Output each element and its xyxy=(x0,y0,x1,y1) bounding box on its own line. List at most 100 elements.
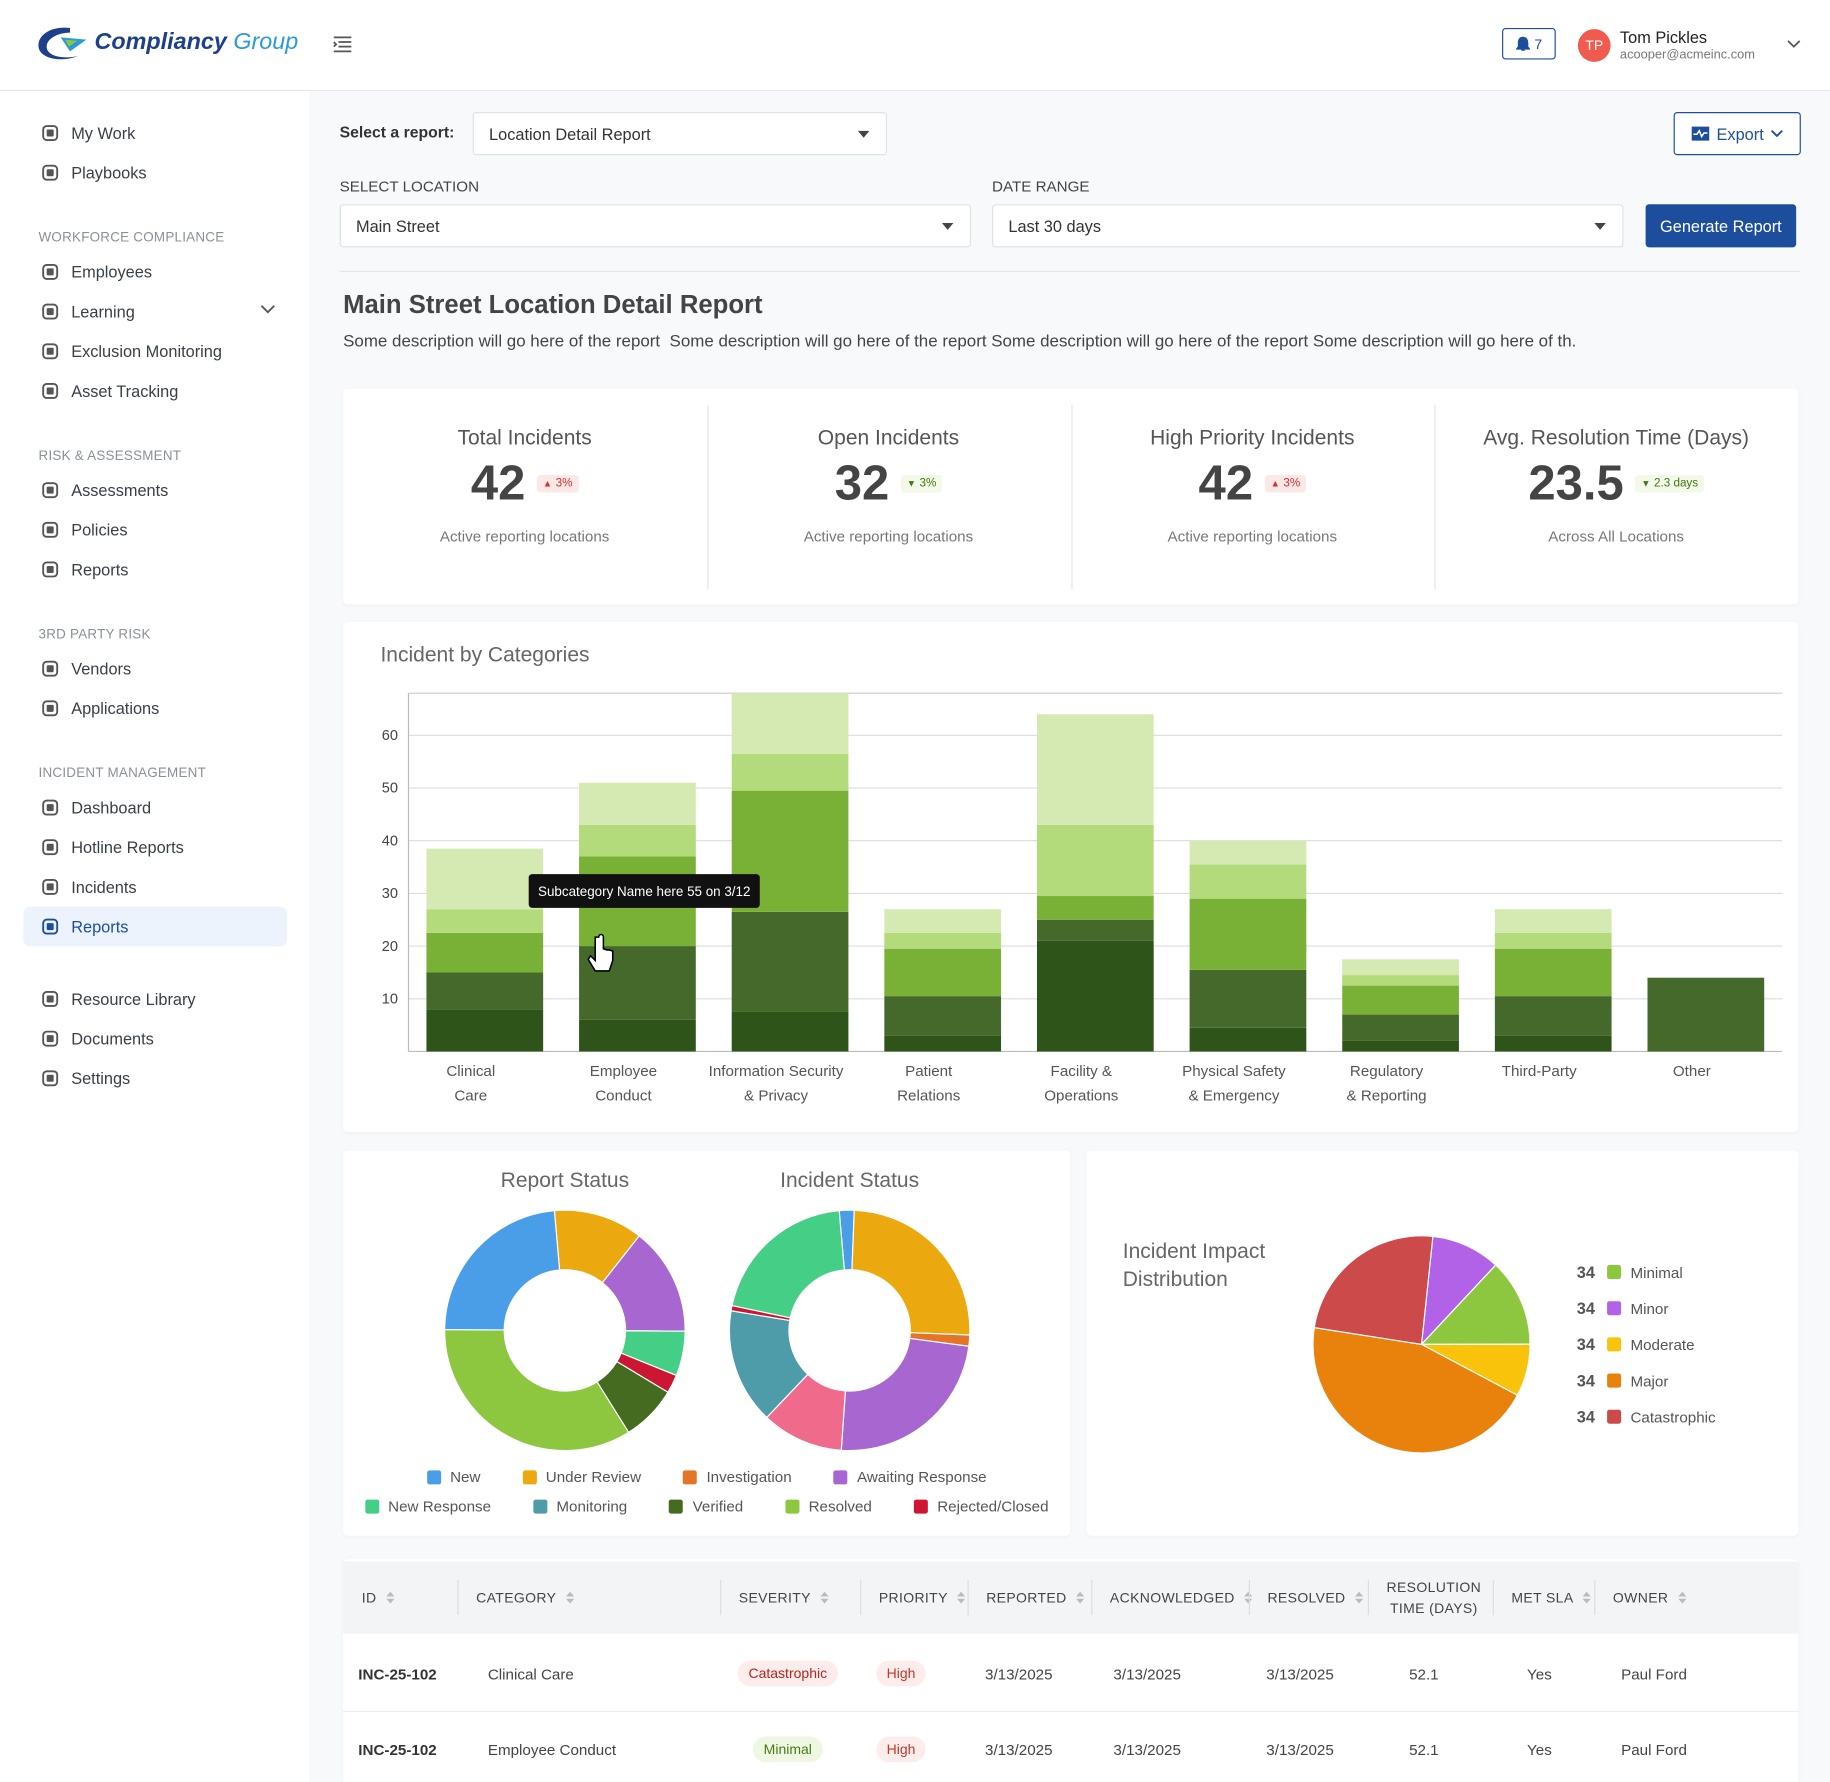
nav-item[interactable]: Reports xyxy=(23,550,287,590)
change-label: 3% xyxy=(1283,476,1301,490)
kpi-value: 42 xyxy=(470,455,526,510)
legend-swatch xyxy=(533,1499,548,1514)
cell-text: Employee Conduct xyxy=(487,1740,617,1759)
nav: My Work Playbooks WORKFORCE COMPLIANCE Empl… xyxy=(0,113,309,1098)
report-dropdown[interactable]: Location Detail Report xyxy=(472,112,887,156)
table-cell: 3/13/2025 xyxy=(1113,1712,1181,1782)
severity-pill: Catastrophic xyxy=(737,1660,838,1687)
nav-item[interactable]: My Work xyxy=(23,113,287,153)
column-header[interactable]: ACKNOWLEDGED xyxy=(1110,1561,1253,1633)
column-header[interactable]: RESOLVED xyxy=(1267,1561,1364,1633)
kpi-value: 23.5 xyxy=(1528,455,1624,510)
nav-label: Assessments xyxy=(71,480,169,500)
nav-item[interactable]: Playbooks xyxy=(23,153,287,193)
user-menu-chevron[interactable] xyxy=(1787,40,1801,49)
location-dropdown[interactable]: Main Street xyxy=(339,204,972,248)
nav-item[interactable]: Documents xyxy=(23,1019,287,1059)
column-header[interactable]: REPORTED xyxy=(986,1561,1085,1633)
kpi: Open Incidents 32 ▼ 3% Active reporting loca… xyxy=(707,405,1070,589)
nav-item[interactable]: Vendors xyxy=(23,649,287,689)
column-header[interactable]: RESOLUTION TIME (DAYS) xyxy=(1387,1561,1481,1633)
nav-label: Playbooks xyxy=(71,163,147,183)
nav-item[interactable]: Applications xyxy=(23,689,287,729)
nav-icon xyxy=(42,521,59,538)
icon-shape xyxy=(42,918,59,935)
column-header[interactable]: SEVERITY xyxy=(739,1561,829,1633)
cell-text: 3/13/2025 xyxy=(985,1664,1053,1683)
nav-item[interactable]: Settings xyxy=(23,1058,287,1098)
nav-item[interactable]: Learning xyxy=(23,292,287,332)
column-header[interactable]: MET SLA xyxy=(1511,1561,1592,1633)
nav-item[interactable]: Assessments xyxy=(23,470,287,510)
column-header[interactable]: ID xyxy=(362,1561,395,1633)
kpi-card: Total Incidents 42 ▲ 3% Active reporting loc… xyxy=(343,388,1799,605)
avatar[interactable]: TP xyxy=(1577,29,1611,62)
nav-label: Policies xyxy=(71,520,128,540)
icon-shape xyxy=(42,482,59,499)
column-header[interactable]: CATEGORY xyxy=(476,1561,574,1633)
nav-item[interactable]: Reports xyxy=(23,906,288,947)
legend-label: Under Review xyxy=(545,1468,642,1486)
date-range-dropdown[interactable]: Last 30 days xyxy=(992,204,1624,248)
notifications-button[interactable]: 7 xyxy=(1502,28,1556,60)
location-label: SELECT LOCATION xyxy=(339,177,480,195)
legend-count: 34 xyxy=(1576,1298,1595,1318)
nav-item[interactable]: Resource Library xyxy=(23,979,287,1019)
icon-shape xyxy=(42,1070,59,1087)
nav-item[interactable]: Employees xyxy=(23,252,287,292)
kpi-note: Active reporting locations xyxy=(803,527,974,545)
sort-icon xyxy=(957,1591,966,1604)
severity-pill: Minimal xyxy=(753,1736,823,1763)
nav-item[interactable]: Dashboard xyxy=(23,788,287,828)
sort-icon xyxy=(1075,1591,1085,1604)
legend-label: Awaiting Response xyxy=(856,1468,987,1486)
nav-item[interactable]: Policies xyxy=(23,510,287,550)
nav-icon xyxy=(42,1070,59,1087)
export-label: Export xyxy=(1716,124,1764,143)
cell-text: Paul Ford xyxy=(1621,1740,1687,1759)
nav-section-title: RISK & ASSESSMENT xyxy=(38,448,182,463)
legend-swatch xyxy=(522,1469,537,1484)
icon-shape xyxy=(42,561,59,578)
column-title: MET SLA xyxy=(1511,1589,1574,1606)
nav-icon xyxy=(42,164,59,181)
impact-card: 34 Minimal 34 Minor 34 Moderate 34 Major 34 Catas… xyxy=(1086,1150,1799,1536)
legend-swatch xyxy=(833,1469,848,1484)
legend: New Under Review Investigation Awaiting Res… xyxy=(343,1468,1070,1526)
icon-shape xyxy=(46,486,54,494)
column-title: RESOLVED xyxy=(1267,1589,1346,1606)
cell-text: INC-25-102 xyxy=(358,1664,437,1683)
icon-shape xyxy=(46,883,54,891)
nav-section-title: INCIDENT MANAGEMENT xyxy=(38,766,207,781)
icon-shape xyxy=(42,343,59,360)
legend-count: 34 xyxy=(1576,1371,1595,1390)
column-header[interactable]: PRIORITY xyxy=(879,1561,966,1633)
column-title: REPORTED xyxy=(986,1589,1067,1606)
column-title: OWNER xyxy=(1612,1589,1669,1606)
nav-icon xyxy=(42,918,59,935)
legend-label: Catastrophic xyxy=(1630,1407,1716,1426)
table-cell: Minimal xyxy=(694,1712,881,1782)
nav-item[interactable]: Hotline Reports xyxy=(23,827,287,867)
kpi-row: 23.5 ▼ 2.3 days xyxy=(1435,455,1798,510)
nav-icon xyxy=(42,263,59,280)
status-card: New Under Review Investigation Awaiting Res… xyxy=(343,1150,1071,1536)
nav-item[interactable]: Asset Tracking xyxy=(23,371,287,411)
table-row xyxy=(343,1636,1799,1712)
bar-chart-card xyxy=(343,622,1799,1132)
sort-arrows xyxy=(1244,1591,1253,1604)
report-title: Main Street Location Detail Report xyxy=(343,289,763,319)
cell-text: 3/13/2025 xyxy=(1266,1740,1334,1759)
table-cell: 3/13/2025 xyxy=(985,1712,1053,1782)
cell-text: 3/13/2025 xyxy=(1266,1664,1334,1683)
icon-shape xyxy=(46,129,54,137)
export-button[interactable]: Export xyxy=(1673,112,1801,156)
column-header[interactable]: OWNER xyxy=(1613,1561,1686,1633)
generate-report-button[interactable]: Generate Report xyxy=(1645,204,1797,248)
nav-icon xyxy=(42,878,59,895)
kpi-title: Avg. Resolution Time (Days) xyxy=(1483,425,1750,450)
nav-item[interactable]: Exclusion Monitoring xyxy=(23,331,287,371)
menu-toggle[interactable] xyxy=(333,36,353,54)
legend-count: 34 xyxy=(1576,1407,1595,1427)
nav-item[interactable]: Incidents xyxy=(23,867,287,907)
